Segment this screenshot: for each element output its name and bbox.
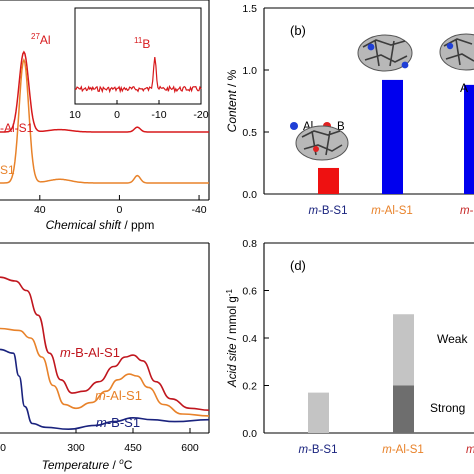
panel-d-y-tick-label: 0.2: [242, 381, 257, 393]
panel-b-bar: [318, 167, 339, 194]
panel-c-xlabel: Temperature / oC: [42, 457, 133, 472]
series-label-m-al-s1: m-Al-S1: [95, 388, 142, 403]
framework-structure-al-image: [357, 34, 413, 72]
framework-structure-b-al-image: [439, 33, 474, 71]
panel-d-ylabel: Acid site / mmol g-1: [225, 289, 239, 388]
series-label-b-al-s1: -Al-S1: [0, 121, 34, 135]
panel-b-bar: [382, 79, 403, 194]
panel-b: 0.0 0.5 1.0 1.5 m-B-S1 m-Al-S1 m- (b) Content…: [225, 3, 474, 217]
panel-d-bar-strong: [393, 385, 414, 433]
panel-b-category-label: m-Al-S1: [371, 205, 413, 217]
panel-a-spectrum-line: [0, 57, 209, 184]
panel-d-y-tick-label: 0.8: [242, 238, 257, 250]
panel-b-label: (b): [290, 23, 306, 38]
panel-a-spectrum-line: [0, 50, 209, 133]
legend-b-label: B: [337, 121, 345, 133]
panel-d-category-label: m: [466, 444, 474, 456]
legend-al-label: Al: [303, 121, 313, 133]
panel-b-y-tick-label: 0.0: [242, 189, 257, 201]
panel-c-x-tick-label: 600: [181, 442, 199, 454]
panel-c-tpd-line: [0, 348, 210, 431]
panel-d-bar-weak: [393, 314, 414, 386]
panel-b-ylabel: Content / %: [225, 69, 239, 132]
panel-a-x-tick-label: 0: [117, 204, 123, 216]
panel-d-bar-weak: [308, 392, 329, 433]
annotation-strong: Strong: [430, 401, 465, 415]
panel-a-xlabel: Chemical shift / ppm: [46, 218, 155, 232]
panel-c: 300 450 600 m-B-Al-S1 m-Al-S1 m-B-S1 Tempe…: [0, 242, 210, 472]
panel-d: 0.0 0.2 0.4 0.6 0.8 m-B-S1 m-Al-S1 m (d) Acid …: [225, 238, 474, 456]
panel-b-category-label: m-: [460, 205, 474, 217]
panel-d-y-tick-label: 0.4: [242, 333, 257, 345]
panel-d-label: (d): [290, 258, 306, 273]
panel-a-x-tick-label: -40: [191, 204, 206, 216]
panel-c-partial-tick: 0: [0, 442, 6, 454]
panel-b-y-tick-label: 1.0: [242, 65, 257, 77]
panel-c-tpd-line: [0, 327, 210, 417]
inset-x-tick-label: 10: [69, 109, 81, 121]
inset-x-tick-label: -10: [151, 109, 166, 121]
panel-b-y-tick-label: 0.5: [242, 127, 257, 139]
panel-d-y-tick-label: 0.6: [242, 286, 257, 298]
inset-x-tick-label: -20: [193, 109, 208, 121]
panel-c-tpd-line: [0, 276, 210, 411]
panel-d-category-label: m-B-S1: [299, 444, 338, 456]
panel-c-x-tick-label: 450: [124, 442, 142, 454]
legend-al-dot: [290, 122, 298, 130]
panel-a-x-tick-label: 40: [34, 204, 46, 216]
inset-spectrum-line: [74, 57, 202, 94]
series-label-m-b-s1: m-B-S1: [96, 415, 140, 430]
panel-b-category-label: m-B-S1: [309, 205, 348, 217]
panel-a-peak-label: 27Al: [31, 32, 51, 47]
framework-structure-b-image: [295, 125, 349, 161]
panel-b-bar: [464, 84, 474, 194]
panel-d-category-label: m-Al-S1: [382, 444, 424, 456]
annotation-weak: Weak: [437, 332, 468, 346]
series-label-m-b-al-s1: m-B-Al-S1: [60, 345, 120, 360]
panel-a: 40 0 -40 27Al -Al-S1 S1 Chemical shift / p…: [0, 0, 210, 232]
partial-legend-text: A: [460, 81, 468, 95]
panel-d-y-tick-label: 0.0: [242, 428, 257, 440]
series-label-al-s1: S1: [0, 163, 15, 177]
panel-c-x-tick-label: 300: [67, 442, 85, 454]
panel-b-y-tick-label: 1.5: [242, 3, 257, 15]
inset-label: 11B: [134, 36, 150, 51]
inset-x-tick-label: 0: [114, 109, 120, 121]
